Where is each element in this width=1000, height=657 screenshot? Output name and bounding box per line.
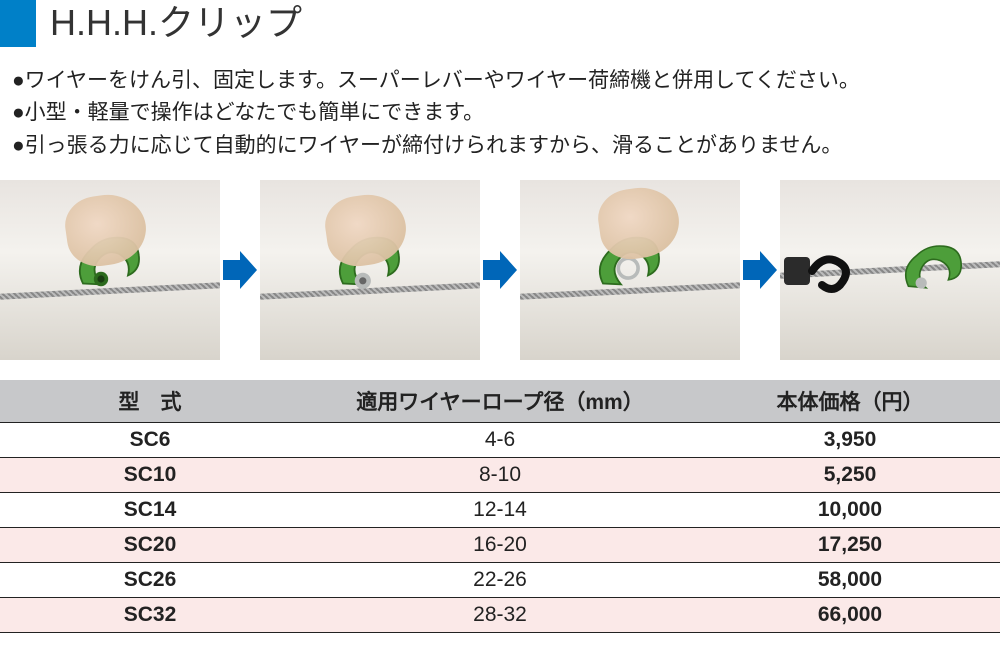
cell-spec: 22-26 xyxy=(300,563,700,598)
col-spec: 適用ワイヤーロープ径（mm） xyxy=(300,380,700,423)
hook-graphic xyxy=(782,243,867,303)
cell-model: SC10 xyxy=(0,458,300,493)
spec-table: 型 式 適用ワイヤーロープ径（mm） 本体価格（円） SC6 4-6 3,950… xyxy=(0,380,1000,633)
description-bullets: ●ワイヤーをけん引、固定します。スーパーレバーやワイヤー荷締機と併用してください… xyxy=(0,65,1000,175)
step-image-2 xyxy=(260,180,480,360)
step-image-1 xyxy=(0,180,220,360)
step-arrow-icon xyxy=(743,251,777,289)
table-body: SC6 4-6 3,950 SC10 8-10 5,250 SC14 12-14… xyxy=(0,423,1000,633)
step-image-4 xyxy=(780,180,1000,360)
step-arrow-icon xyxy=(483,251,517,289)
cell-spec: 4-6 xyxy=(300,423,700,458)
table-row: SC20 16-20 17,250 xyxy=(0,528,1000,563)
clip-graphic xyxy=(894,227,974,307)
table-row: SC14 12-14 10,000 xyxy=(0,493,1000,528)
cell-model: SC14 xyxy=(0,493,300,528)
cell-price: 3,950 xyxy=(700,423,1000,458)
cell-spec: 8-10 xyxy=(300,458,700,493)
step-image-3 xyxy=(520,180,740,360)
cell-price: 10,000 xyxy=(700,493,1000,528)
cell-model: SC32 xyxy=(0,598,300,633)
table-row: SC26 22-26 58,000 xyxy=(0,563,1000,598)
table-row: SC6 4-6 3,950 xyxy=(0,423,1000,458)
table-row: SC10 8-10 5,250 xyxy=(0,458,1000,493)
bullet-line: ●小型・軽量で操作はどなたでも簡単にできます。 xyxy=(12,97,988,130)
cell-spec: 16-20 xyxy=(300,528,700,563)
title-accent-block xyxy=(0,0,36,47)
cell-model: SC20 xyxy=(0,528,300,563)
cell-spec: 28-32 xyxy=(300,598,700,633)
bullet-line: ●ワイヤーをけん引、固定します。スーパーレバーやワイヤー荷締機と併用してください… xyxy=(12,65,988,98)
col-price: 本体価格（円） xyxy=(700,380,1000,423)
cell-model: SC6 xyxy=(0,423,300,458)
cell-price: 5,250 xyxy=(700,458,1000,493)
table-row: SC32 28-32 66,000 xyxy=(0,598,1000,633)
cell-price: 58,000 xyxy=(700,563,1000,598)
page-title: H.H.H.クリップ xyxy=(36,0,302,47)
instruction-images-row xyxy=(0,178,1000,362)
table-header-row: 型 式 適用ワイヤーロープ径（mm） 本体価格（円） xyxy=(0,380,1000,423)
bullet-line: ●引っ張る力に応じて自動的にワイヤーが締付けられますから、滑ることがありません。 xyxy=(12,130,988,163)
cell-price: 17,250 xyxy=(700,528,1000,563)
cell-spec: 12-14 xyxy=(300,493,700,528)
title-bar: H.H.H.クリップ xyxy=(0,0,1000,47)
step-arrow-icon xyxy=(223,251,257,289)
cell-model: SC26 xyxy=(0,563,300,598)
cell-price: 66,000 xyxy=(700,598,1000,633)
col-model: 型 式 xyxy=(0,380,300,423)
